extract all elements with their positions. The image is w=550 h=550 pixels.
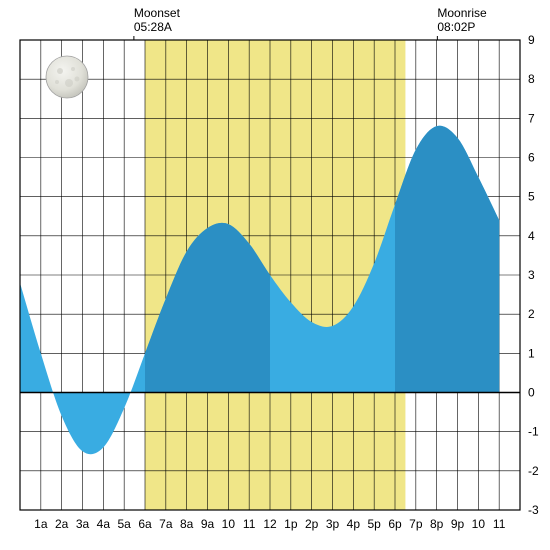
svg-text:2a: 2a: [55, 517, 69, 531]
svg-text:11: 11: [243, 517, 256, 531]
svg-text:12: 12: [263, 517, 277, 531]
svg-text:7p: 7p: [409, 517, 423, 531]
svg-text:5a: 5a: [117, 517, 131, 531]
svg-text:4: 4: [528, 229, 535, 243]
svg-text:11: 11: [493, 517, 506, 531]
svg-text:7a: 7a: [159, 517, 173, 531]
svg-text:9p: 9p: [451, 517, 465, 531]
svg-text:1p: 1p: [284, 517, 298, 531]
svg-text:3a: 3a: [76, 517, 90, 531]
svg-text:4p: 4p: [347, 517, 361, 531]
svg-text:-2: -2: [528, 464, 539, 478]
svg-text:5p: 5p: [367, 517, 381, 531]
svg-text:9: 9: [528, 33, 535, 47]
moon-icon: [45, 55, 89, 99]
svg-text:3p: 3p: [326, 517, 340, 531]
svg-text:9a: 9a: [201, 517, 215, 531]
svg-text:6p: 6p: [388, 517, 402, 531]
svg-text:8a: 8a: [180, 517, 194, 531]
tide-chart: Moonset 05:28A Moonrise 08:02P -3-2-1012…: [0, 0, 550, 550]
svg-text:8: 8: [528, 72, 535, 86]
svg-text:2p: 2p: [305, 517, 319, 531]
svg-text:10: 10: [472, 517, 486, 531]
svg-text:7: 7: [528, 111, 535, 125]
svg-text:8p: 8p: [430, 517, 444, 531]
svg-text:0: 0: [528, 386, 535, 400]
svg-text:2: 2: [528, 307, 535, 321]
svg-text:6a: 6a: [138, 517, 152, 531]
svg-text:5: 5: [528, 190, 535, 204]
svg-text:1a: 1a: [34, 517, 48, 531]
svg-text:4a: 4a: [97, 517, 111, 531]
svg-text:3: 3: [528, 268, 535, 282]
svg-text:1: 1: [528, 346, 535, 360]
svg-text:10: 10: [222, 517, 236, 531]
svg-text:-3: -3: [528, 503, 539, 517]
svg-text:-1: -1: [528, 425, 539, 439]
svg-text:6: 6: [528, 151, 535, 165]
